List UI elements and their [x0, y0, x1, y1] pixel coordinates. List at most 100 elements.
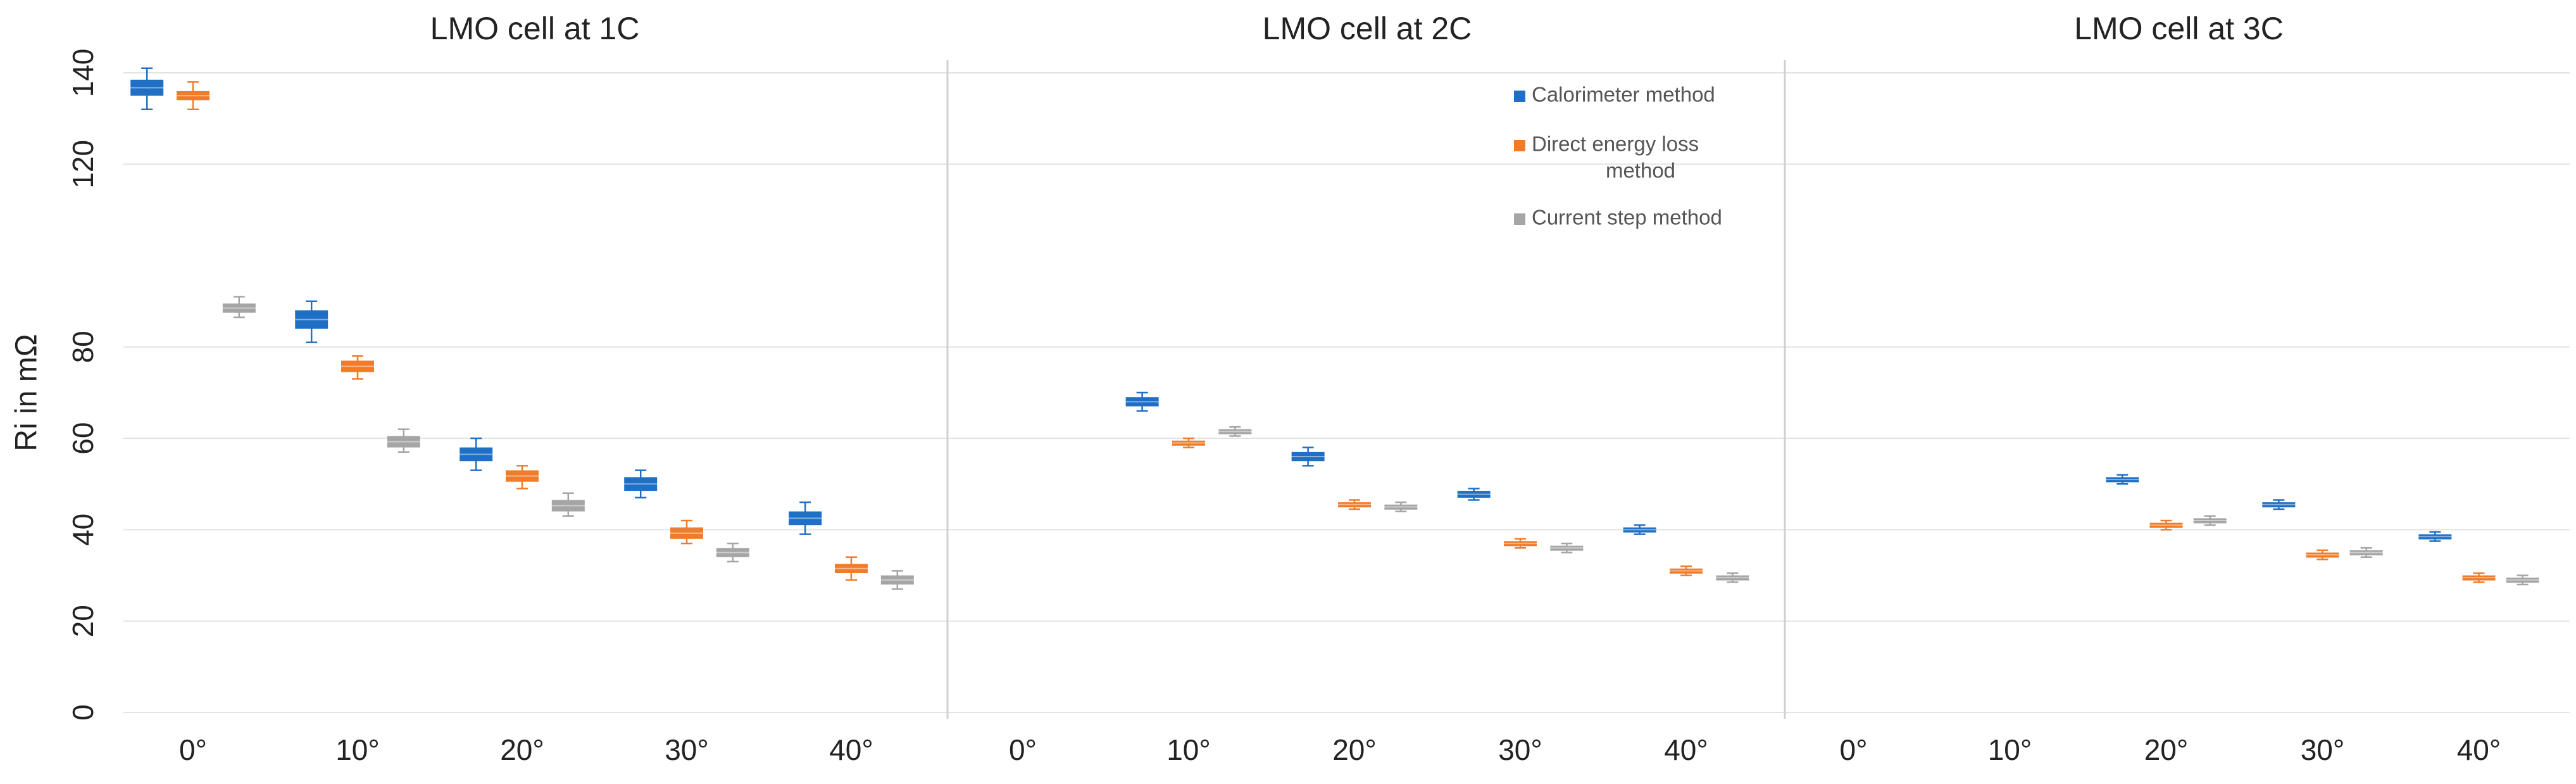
y-tick-label: 120	[66, 140, 99, 189]
x-tick-label: 0°	[1009, 733, 1037, 766]
box-body	[130, 79, 164, 96]
box-calorimeter-method	[1125, 391, 1159, 412]
y-tick-label: 40	[66, 514, 99, 546]
box-current-step-method	[222, 296, 256, 319]
legend-swatch	[1514, 213, 1525, 225]
box-body	[341, 360, 374, 372]
box-calorimeter-method	[2262, 499, 2296, 510]
x-tick-label: 20°	[500, 733, 544, 766]
x-tick-label: 40°	[829, 733, 873, 766]
panel-title: LMO cell at 2C	[1263, 11, 1472, 46]
box-direct-energy-loss-method	[177, 81, 209, 110]
box-calorimeter-method	[2418, 531, 2452, 542]
box-direct-energy-loss-method	[1670, 565, 1703, 576]
box-body	[1457, 491, 1491, 498]
legend-label: Calorimeter method	[1532, 83, 1715, 106]
box-body	[835, 564, 868, 573]
x-tick-label: 10°	[1166, 733, 1211, 766]
legend-label: Direct energy loss	[1532, 132, 1699, 156]
box-body	[460, 447, 493, 462]
box-current-step-method	[716, 542, 749, 563]
legend-swatch	[1514, 140, 1525, 151]
box-current-step-method	[1550, 542, 1584, 553]
box-body	[295, 310, 328, 329]
x-tick-label: 10°	[335, 733, 380, 766]
box-current-step-method	[880, 570, 914, 590]
x-tick-label: 0°	[179, 733, 207, 766]
box-calorimeter-method	[1623, 524, 1656, 535]
box-body	[1172, 440, 1205, 446]
box-calorimeter-method	[460, 437, 493, 471]
box-current-step-method	[1218, 426, 1252, 437]
x-tick-label: 10°	[1988, 733, 2032, 766]
box-current-step-method	[387, 428, 420, 453]
legend-swatch	[1514, 91, 1525, 102]
box-body	[506, 470, 539, 482]
box-direct-energy-loss-method	[2462, 572, 2496, 583]
x-tick-label: 20°	[1332, 733, 1377, 766]
box-calorimeter-method	[2106, 474, 2139, 485]
box-current-step-method	[2506, 574, 2539, 586]
box-body	[1716, 575, 1749, 581]
x-tick-label: 30°	[665, 733, 709, 766]
y-tick-label: 140	[66, 49, 99, 98]
y-tick-label: 60	[66, 422, 99, 455]
x-tick-label: 40°	[2457, 733, 2501, 766]
box-body	[1623, 527, 1656, 533]
box-body	[1550, 545, 1584, 551]
legend-layer: Calorimeter method Direct energy loss meth…	[1514, 83, 1722, 229]
box-body	[2306, 552, 2339, 558]
legend-item: Current step method	[1514, 206, 1722, 229]
box-body	[2462, 575, 2496, 581]
box-direct-energy-loss-method	[1172, 437, 1205, 448]
box-body	[1218, 429, 1252, 434]
legend-label: method	[1606, 159, 1675, 182]
box-direct-energy-loss-method	[2149, 519, 2183, 531]
box-body	[222, 303, 256, 313]
x-tick-label: 30°	[2301, 733, 2345, 766]
box-direct-energy-loss-method	[670, 519, 703, 545]
box-body	[789, 511, 822, 526]
divider-layer	[946, 60, 1786, 719]
box-body	[2106, 477, 2139, 483]
box-body	[2262, 502, 2296, 508]
title-layer: LMO cell at 1C LMO cell at 2C LMO cell at …	[430, 11, 2284, 46]
box-calorimeter-method	[295, 300, 328, 343]
y-tick-label: 0	[66, 704, 99, 721]
box-body	[1670, 568, 1703, 574]
box-body	[2506, 578, 2539, 583]
y-axis-label: Ri in mΩ	[10, 334, 44, 451]
box-current-step-method	[1716, 572, 1749, 583]
box-body	[2149, 522, 2183, 528]
box-direct-energy-loss-method	[341, 355, 374, 380]
box-body	[1291, 452, 1325, 462]
box-direct-energy-loss-method	[1504, 538, 1537, 549]
box-calorimeter-method	[624, 469, 658, 499]
x-tick-label: 20°	[2144, 733, 2189, 766]
box-body	[2349, 550, 2383, 555]
box-body	[670, 527, 703, 539]
box-direct-energy-loss-method	[506, 465, 539, 490]
x-tick-label: 0°	[1840, 733, 1868, 766]
box-body	[2193, 518, 2227, 524]
box-layer	[130, 67, 2539, 590]
legend-item: Calorimeter method	[1514, 83, 1715, 106]
box-calorimeter-method	[130, 67, 164, 110]
box-body	[1504, 541, 1537, 547]
axis-layer: 0 20 40 60 80 120 140 Ri in mΩ 0° 10° 20° 30° 40° 0° 1…	[10, 49, 2501, 766]
box-body	[2418, 534, 2452, 540]
panel-title: LMO cell at 1C	[430, 11, 640, 46]
box-current-step-method	[551, 492, 585, 517]
box-body	[551, 500, 585, 512]
box-calorimeter-method	[789, 501, 822, 535]
y-tick-label: 20	[66, 605, 99, 637]
box-current-step-method	[2193, 515, 2227, 526]
box-body	[177, 91, 209, 101]
box-current-step-method	[2349, 547, 2383, 558]
grid-layer	[123, 72, 2570, 713]
box-calorimeter-method	[1457, 488, 1491, 501]
box-current-step-method	[1384, 501, 1418, 512]
box-body	[624, 477, 658, 491]
